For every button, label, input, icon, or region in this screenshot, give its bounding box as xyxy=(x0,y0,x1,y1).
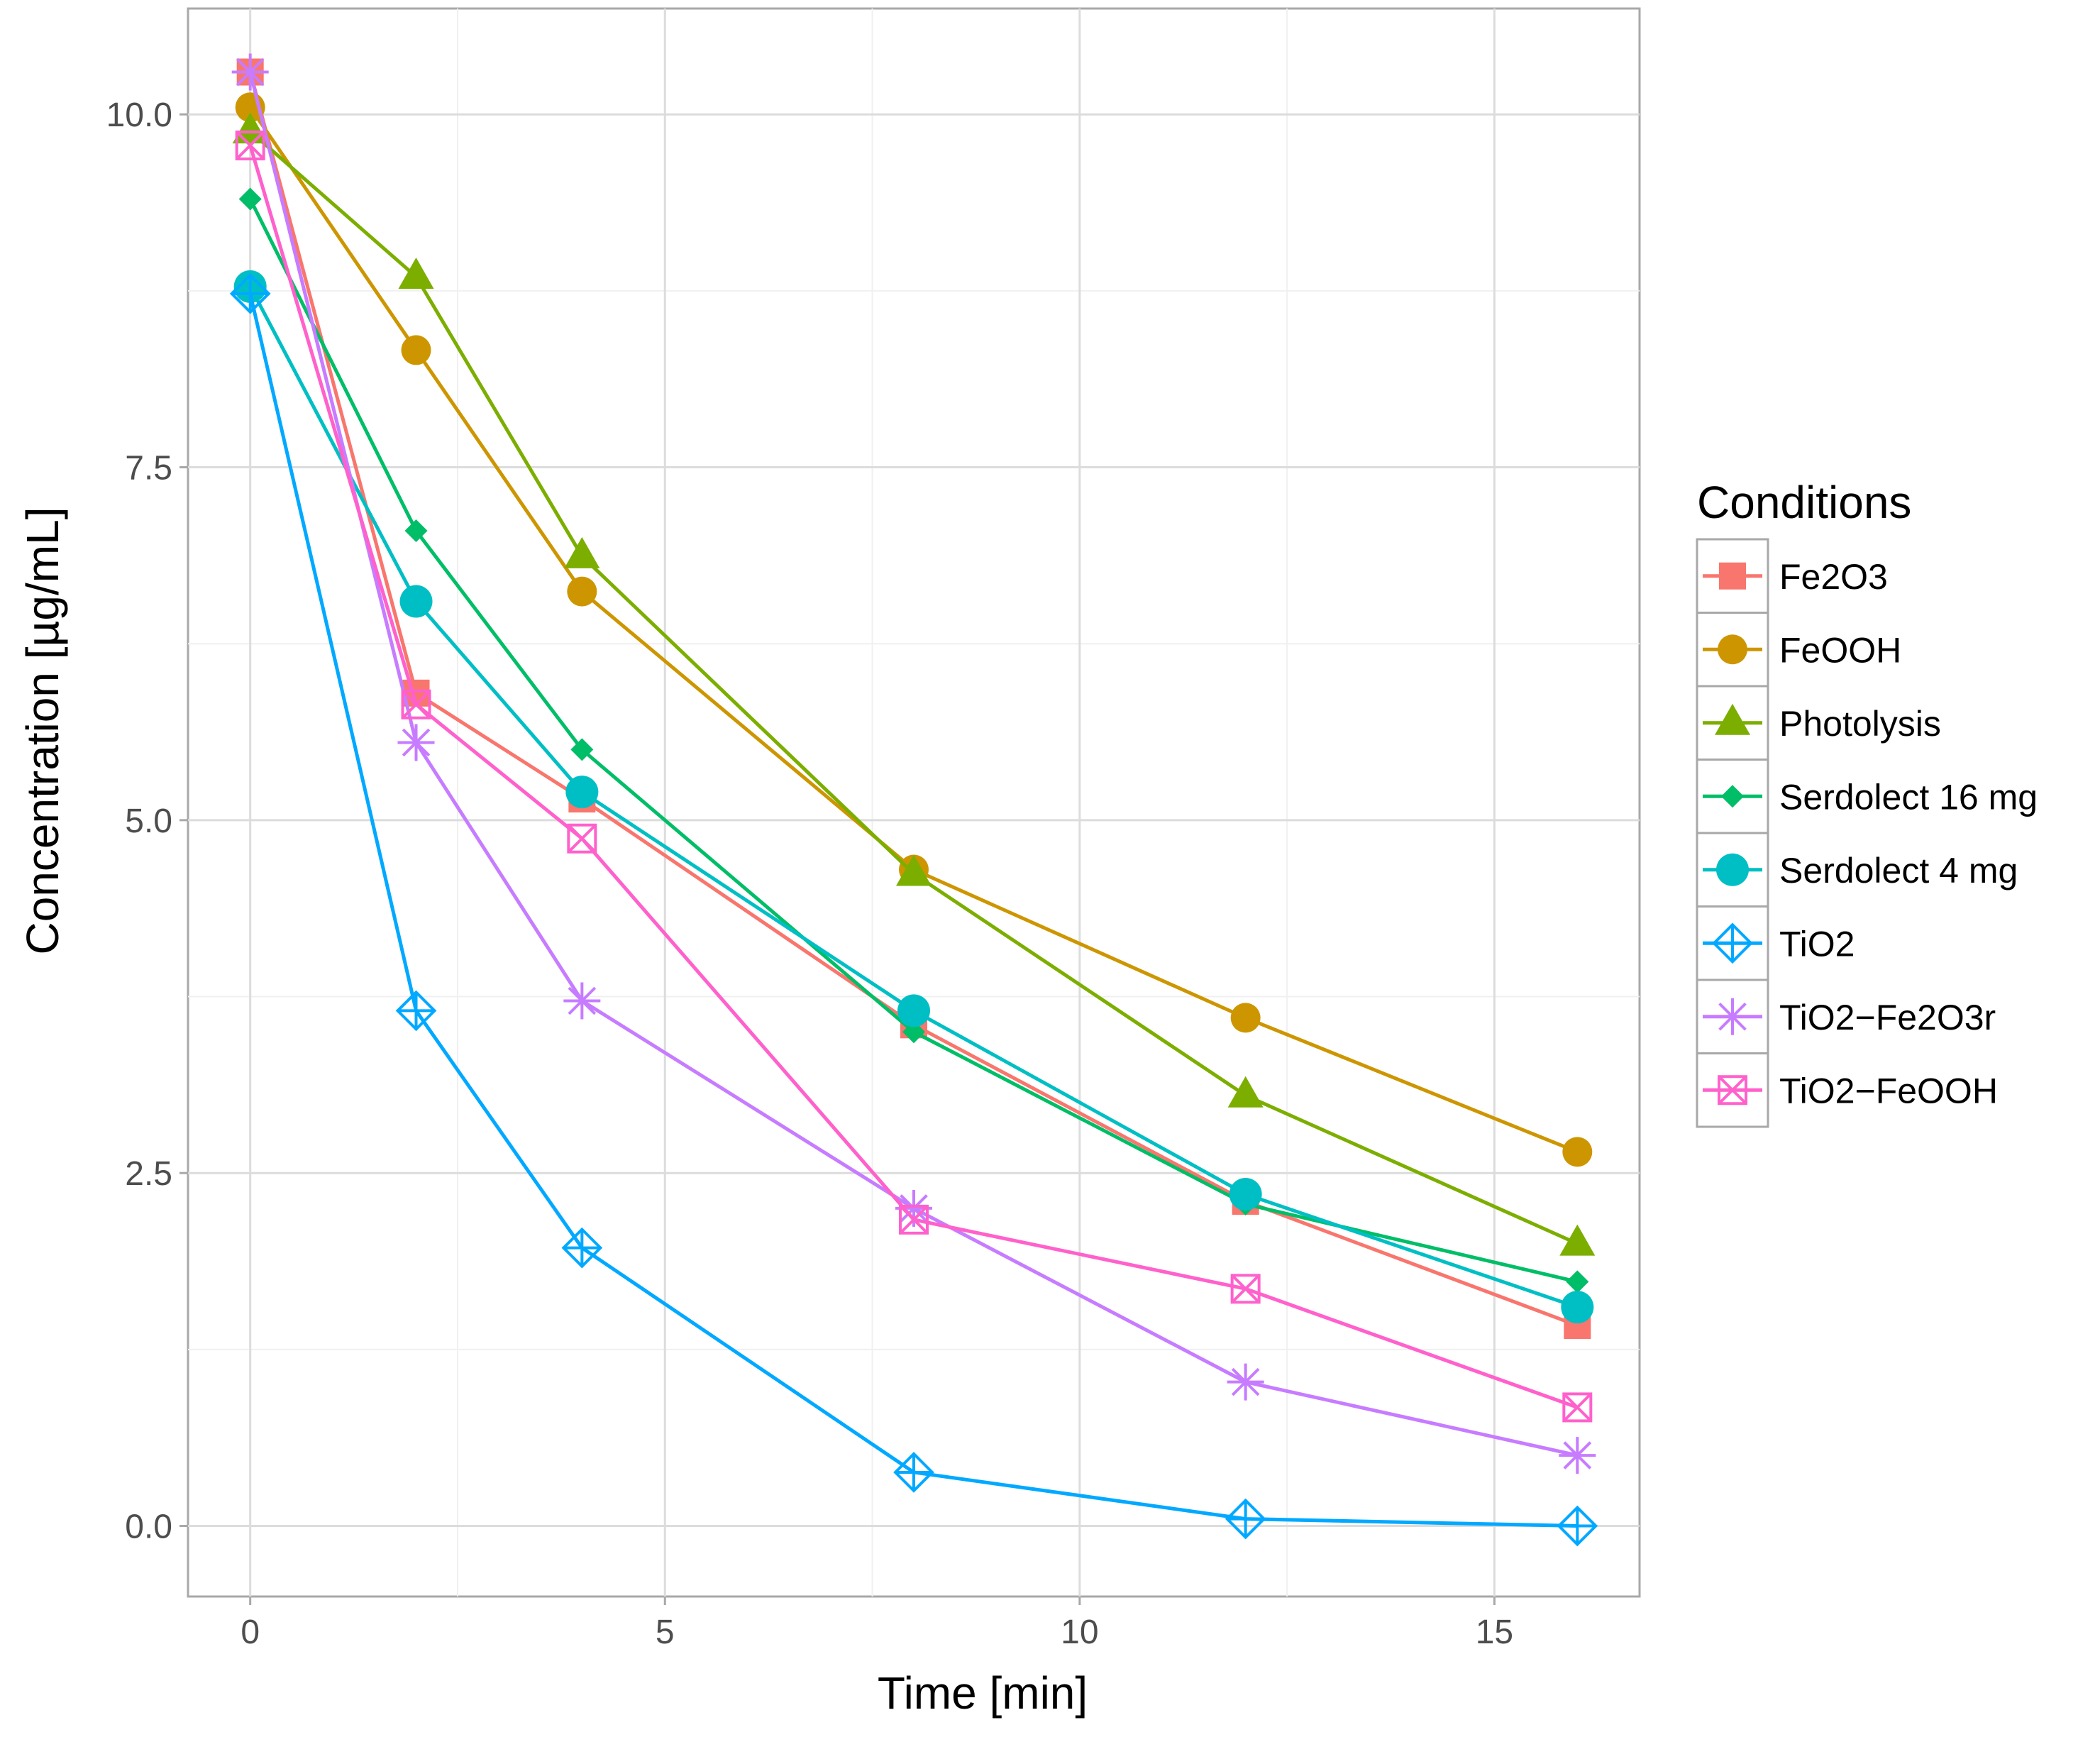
data-point xyxy=(899,1204,929,1235)
legend-label: Serdolect 4 mg xyxy=(1779,851,2018,890)
x-tick-label: 0 xyxy=(241,1614,260,1651)
data-point xyxy=(567,576,597,607)
series-line xyxy=(248,198,1578,1284)
series-tio2-fe2o3r xyxy=(231,53,1596,1474)
series-serdolect-4-mg xyxy=(233,270,1594,1324)
y-tick-label: 7.5 xyxy=(125,450,172,487)
data-point xyxy=(401,689,431,719)
y-tick-label: 10.0 xyxy=(106,96,172,134)
series-line xyxy=(248,293,1578,1528)
series-line xyxy=(248,106,1579,1154)
x-tick-label: 15 xyxy=(1476,1614,1513,1651)
data-point xyxy=(902,1020,925,1044)
series-line xyxy=(248,285,1579,1309)
data-point xyxy=(1562,1392,1593,1423)
legend-item: Photolysis xyxy=(1696,685,1941,761)
data-point xyxy=(398,257,434,289)
data-point xyxy=(229,273,271,314)
data-point xyxy=(570,738,594,761)
legend-items: Fe2O3 FeOOH Photolysis Serdolect 16 mg Serdo… xyxy=(1696,538,2038,1128)
legend-label: TiO2−Fe2O3r xyxy=(1779,998,1996,1037)
legend-label: TiO2 xyxy=(1779,924,1855,964)
data-point xyxy=(235,130,265,160)
data-point xyxy=(897,994,930,1027)
data-point xyxy=(399,585,433,618)
x-axis-title: Time [min] xyxy=(878,1667,1088,1719)
data-point xyxy=(567,823,597,854)
legend-key-marker xyxy=(1716,853,1749,886)
data-point xyxy=(238,187,262,211)
data-point xyxy=(563,982,601,1020)
data-point xyxy=(565,776,599,809)
series-line xyxy=(248,71,1579,1328)
data-point xyxy=(1227,1363,1264,1401)
series-layer xyxy=(229,53,1598,1547)
legend-item: Serdolect 16 mg xyxy=(1696,759,2038,834)
data-point xyxy=(401,335,431,365)
y-axis-title: Concentration [µg/mL] xyxy=(17,507,68,955)
legend-key-marker xyxy=(1721,785,1744,808)
legend-key-marker xyxy=(1718,1075,1747,1105)
legend-label: Photolysis xyxy=(1779,704,1941,744)
data-point xyxy=(1227,1076,1264,1108)
x-axis: 0 5 10 15 xyxy=(241,1597,1513,1651)
data-point xyxy=(231,53,269,91)
legend-key-marker xyxy=(1718,634,1747,665)
data-point xyxy=(395,990,437,1032)
x-tick-label: 10 xyxy=(1061,1614,1098,1651)
x-tick-label: 5 xyxy=(656,1614,675,1651)
data-point xyxy=(1559,1437,1596,1474)
plot-panel xyxy=(187,7,1641,1598)
legend-key-marker xyxy=(1714,998,1751,1035)
legend-item: Fe2O3 xyxy=(1696,538,1888,614)
series-tio2-feooh xyxy=(235,130,1593,1423)
major-gridlines xyxy=(188,9,1640,1597)
legend-label: TiO2−FeOOH xyxy=(1779,1071,1998,1110)
y-tick-label: 0.0 xyxy=(125,1509,172,1546)
data-point xyxy=(1230,1003,1261,1033)
legend-item: TiO2−FeOOH xyxy=(1696,1052,1998,1128)
data-point xyxy=(1566,1270,1589,1294)
series-tio2 xyxy=(229,273,1598,1547)
legend-item: FeOOH xyxy=(1696,612,1901,688)
legend-item: Serdolect 4 mg xyxy=(1696,832,2018,908)
legend: Conditions Fe2O3 FeOOH Photolysis Serdolect… xyxy=(1696,477,2038,1128)
data-point xyxy=(1225,1498,1266,1540)
data-point xyxy=(1229,1178,1262,1211)
data-point xyxy=(1557,1505,1598,1547)
series-line xyxy=(249,130,1579,1245)
series-line xyxy=(248,145,1579,1409)
series-line xyxy=(248,71,1578,1457)
data-point xyxy=(1230,1274,1261,1304)
legend-item: TiO2−Fe2O3r xyxy=(1696,978,1996,1054)
legend-key-marker xyxy=(1715,703,1750,735)
legend-label: FeOOH xyxy=(1779,630,1901,670)
data-point xyxy=(561,1227,603,1269)
legend-label: Fe2O3 xyxy=(1779,557,1888,597)
y-tick-label: 2.5 xyxy=(125,1155,172,1193)
data-point xyxy=(404,519,428,543)
y-tick-label: 5.0 xyxy=(125,803,172,840)
y-axis: 0.0 2.5 5.0 7.5 10.0 xyxy=(106,96,188,1546)
data-point xyxy=(1559,1224,1596,1256)
data-point xyxy=(564,536,600,568)
data-point xyxy=(1561,1291,1594,1324)
legend-title: Conditions xyxy=(1697,477,1911,528)
data-point xyxy=(896,854,932,886)
legend-key-marker xyxy=(1712,922,1753,964)
data-point xyxy=(893,1452,934,1493)
data-point xyxy=(397,724,435,761)
data-point xyxy=(1562,1137,1593,1167)
legend-item: TiO2 xyxy=(1696,905,1855,981)
legend-label: Serdolect 16 mg xyxy=(1779,777,2038,817)
legend-key-marker xyxy=(1719,562,1746,590)
